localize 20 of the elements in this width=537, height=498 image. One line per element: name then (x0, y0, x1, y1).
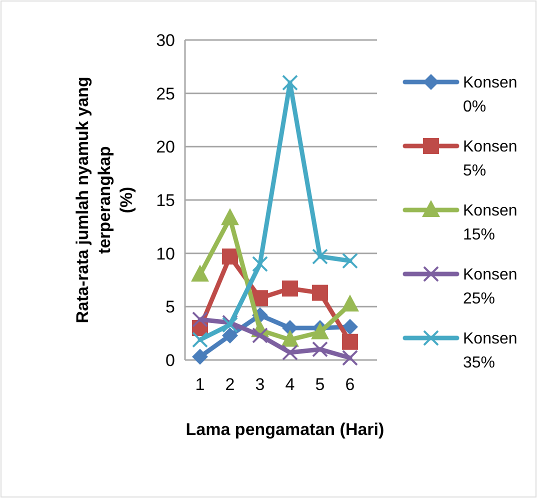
y-axis-title: Rata-rata jumlah nyamuk yang terperangkap (%) (73, 76, 136, 324)
legend-label: Konsen 5% (463, 138, 518, 180)
x-tick-label: 2 (225, 375, 235, 394)
legend-label: Konsen 25% (463, 266, 518, 308)
y-tick-label: 20 (156, 138, 175, 157)
y-tick-label: 10 (156, 244, 175, 264)
legend-label: Konsen 0% (463, 74, 518, 116)
x-tick-label: 4 (285, 375, 295, 394)
y-tick-label: 0 (166, 350, 175, 370)
x-tick-label: 6 (345, 375, 355, 394)
x-axis-title: Lama pengamatan (Hari) (186, 420, 384, 439)
legend-label: Konsen 15% (463, 202, 518, 244)
legend-label: Konsen 35% (463, 330, 518, 372)
x-tick-label: 1 (195, 375, 205, 394)
y-tick-label: 30 (156, 30, 175, 50)
x-tick-label: 3 (255, 375, 265, 394)
x-tick-label: 5 (315, 375, 325, 394)
y-tick-label: 15 (156, 190, 175, 210)
y-tick-label: 25 (156, 84, 175, 104)
y-tick-label: 5 (166, 298, 175, 317)
